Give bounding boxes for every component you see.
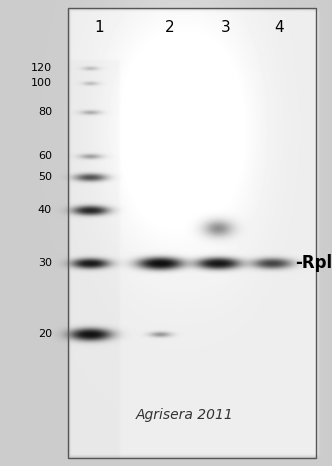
Bar xyxy=(68,8,316,458)
Text: 30: 30 xyxy=(38,258,52,268)
Text: 40: 40 xyxy=(38,205,52,215)
Text: 50: 50 xyxy=(38,172,52,182)
Text: -Rpl1: -Rpl1 xyxy=(295,254,332,272)
Text: 3: 3 xyxy=(221,21,231,35)
Text: 2: 2 xyxy=(165,21,174,35)
Text: 120: 120 xyxy=(31,63,52,73)
Text: Agrisera 2011: Agrisera 2011 xyxy=(136,408,234,422)
Text: 80: 80 xyxy=(38,107,52,117)
Text: 4: 4 xyxy=(274,21,284,35)
Text: 100: 100 xyxy=(31,78,52,88)
Text: 60: 60 xyxy=(38,151,52,161)
Text: 1: 1 xyxy=(95,21,104,35)
Text: 20: 20 xyxy=(38,329,52,339)
